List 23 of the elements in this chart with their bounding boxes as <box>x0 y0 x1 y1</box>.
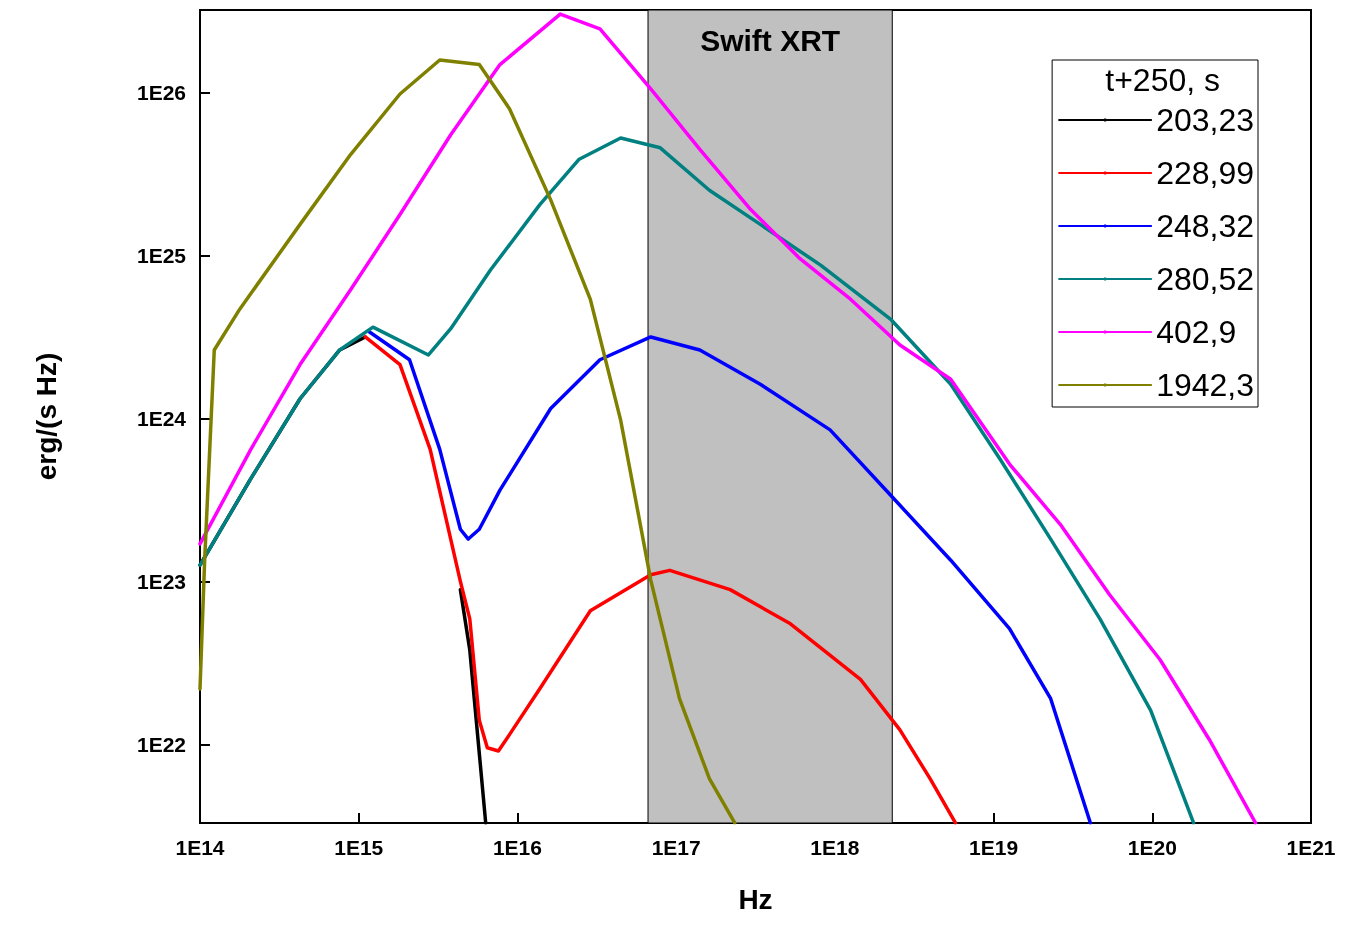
legend-label: 1942,3 <box>1156 367 1254 403</box>
x-axis-title: Hz <box>738 883 773 915</box>
y-tick-label: 1E24 <box>136 406 187 430</box>
x-tick-label: 1E17 <box>651 836 701 859</box>
y-tick-label: 1E26 <box>136 80 186 104</box>
legend-label: 402,9 <box>1156 314 1237 350</box>
legend-title: t+250, s <box>1105 62 1220 98</box>
x-tick-label: 1E16 <box>492 836 542 859</box>
y-tick-label: 1E22 <box>136 733 186 756</box>
x-tick-label: 1E21 <box>1286 836 1336 859</box>
x-tick-label: 1E20 <box>1127 836 1177 859</box>
legend-label: 248,32 <box>1156 208 1254 244</box>
x-tick-label: 1E14 <box>175 836 225 859</box>
x-tick-label: 1E19 <box>969 836 1019 859</box>
y-tick-label: 1E25 <box>136 243 187 267</box>
legend-label: 280,52 <box>1156 261 1254 297</box>
legend-label: 203,23 <box>1156 102 1254 138</box>
band-label: Swift XRT <box>700 24 841 57</box>
y-axis-title: erg/(s Hz) <box>30 352 62 481</box>
legend-label: 228,99 <box>1156 155 1254 191</box>
y-tick-label: 1E23 <box>136 569 186 593</box>
x-tick-label: 1E15 <box>334 836 384 859</box>
x-tick-label: 1E18 <box>810 836 860 859</box>
